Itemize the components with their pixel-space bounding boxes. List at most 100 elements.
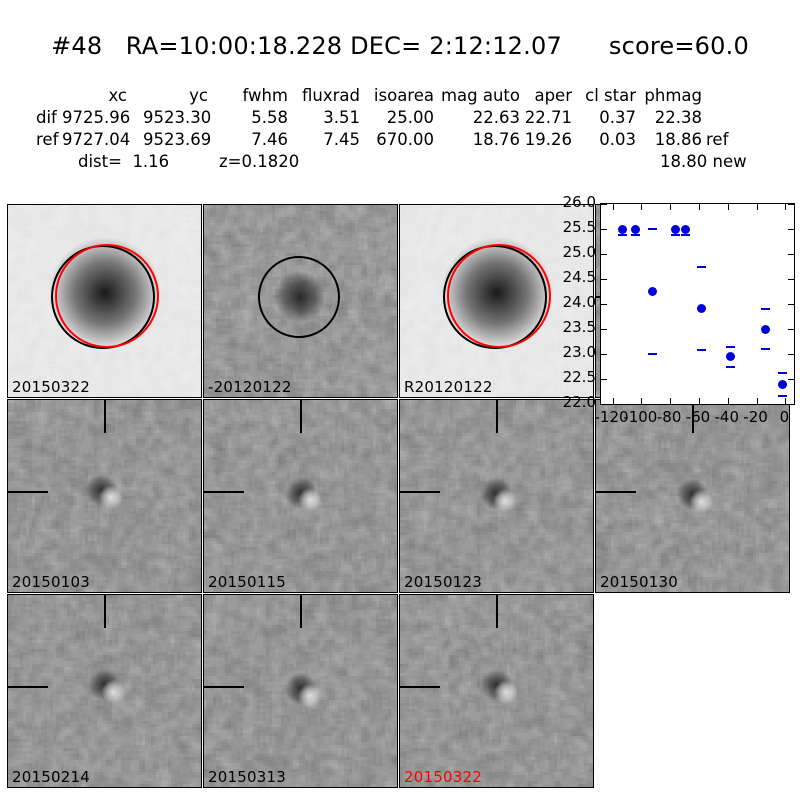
dif-fluxrad: 3.51 xyxy=(323,108,360,127)
cutout-panel-20150322[interactable]: 20150322 xyxy=(399,594,594,788)
cutout-panel-20150214[interactable]: 20150214 xyxy=(7,594,202,788)
dif-mag-auto: 22.63 xyxy=(472,108,520,127)
cutout-panel-20150115[interactable]: 20150115 xyxy=(203,399,398,593)
data-point[interactable] xyxy=(648,287,658,296)
x-axis-tick xyxy=(641,398,643,404)
cutout-date-label: 20150123 xyxy=(404,573,482,591)
cutout-date-label: 20150115 xyxy=(208,573,286,591)
y-axis-tick xyxy=(601,379,607,380)
y-axis-tick xyxy=(788,404,794,405)
dif-aper: 22.71 xyxy=(524,108,572,127)
error-bar-cap xyxy=(648,353,658,355)
cutout-panel-20150123[interactable]: 20150123 xyxy=(399,399,594,593)
data-point[interactable] xyxy=(681,224,691,234)
y-axis-tick xyxy=(601,404,607,405)
col-cl-star: cl star xyxy=(585,86,636,105)
y-axis-tick xyxy=(601,229,607,230)
phmag-new: 18.80 new xyxy=(660,152,747,171)
data-point[interactable] xyxy=(760,324,770,334)
cutout-date-label: R20120122 xyxy=(404,378,493,396)
page-title: #48 RA=10:00:18.228 DEC= 2:12:12.07 scor… xyxy=(51,32,749,60)
dif-isoarea: 25.00 xyxy=(386,108,434,127)
aperture-circle-black xyxy=(258,256,340,338)
y-axis-tick xyxy=(788,279,794,280)
row-label-ref: ref xyxy=(36,130,59,149)
data-point[interactable] xyxy=(697,303,707,313)
cutout-panel-20150103[interactable]: 20150103 xyxy=(7,399,202,593)
error-bar-cap xyxy=(760,308,770,310)
ref-isoarea: 670.00 xyxy=(376,130,434,149)
data-point[interactable] xyxy=(671,224,681,234)
y-axis-tick xyxy=(788,204,794,205)
col-phmag: phmag xyxy=(644,86,702,105)
col-isoarea: isoarea xyxy=(373,86,434,105)
dif-yc: 9523.30 xyxy=(143,108,212,127)
error-bar-cap xyxy=(777,394,787,397)
y-axis-tick xyxy=(788,354,794,355)
data-point[interactable] xyxy=(631,224,641,234)
ref-phmag: 18.86 xyxy=(654,130,702,149)
x-axis-tick xyxy=(785,398,787,404)
x-axis-tick xyxy=(756,398,758,404)
cutout-panel-20150322[interactable]: 20150322 xyxy=(7,204,202,398)
ref-cl-star: 0.03 xyxy=(599,130,636,149)
aperture-circle-red xyxy=(55,244,159,348)
cutout-date-label: 20150322 xyxy=(404,768,482,786)
col-mag-auto: mag auto xyxy=(440,86,520,105)
crosshair-tick-horizontal xyxy=(596,491,636,493)
crosshair-tick-horizontal xyxy=(204,686,244,688)
cutout-panel-20120122[interactable]: -20120122 xyxy=(203,204,398,398)
ref-fwhm: 7.46 xyxy=(251,130,288,149)
crosshair-tick-horizontal xyxy=(204,491,244,493)
x-axis-tick xyxy=(727,204,729,210)
col-fluxrad: fluxrad xyxy=(302,86,360,105)
error-bar-cap xyxy=(760,348,770,350)
cutout-panel-R20120122[interactable]: R20120122 xyxy=(399,204,594,398)
error-bar-cap xyxy=(697,348,707,351)
table-header-row: xc yc fwhm fluxrad isoarea mag auto aper… xyxy=(0,86,800,108)
light-curve-canvas xyxy=(601,204,794,405)
y-axis-tick xyxy=(601,304,607,305)
redshift-value: z=0.1820 xyxy=(219,152,300,171)
error-bar-cap xyxy=(697,265,707,268)
cutout-panel-20150313[interactable]: 20150313 xyxy=(203,594,398,788)
ref-fluxrad: 7.45 xyxy=(323,130,360,149)
error-bar-cap xyxy=(777,371,787,374)
data-point[interactable] xyxy=(726,352,736,361)
y-axis-tick xyxy=(601,279,607,280)
upper-limit-cap xyxy=(671,234,681,236)
error-bar-cap xyxy=(648,228,658,230)
cutout-date-label: 20150130 xyxy=(600,573,678,591)
cutout-date-label: 20150214 xyxy=(12,768,90,786)
dif-xc: 9725.96 xyxy=(62,108,131,127)
data-point[interactable] xyxy=(777,379,787,389)
error-bar-cap xyxy=(726,365,736,368)
x-axis-tick xyxy=(727,398,729,404)
y-axis-tick xyxy=(601,254,607,255)
y-axis-tick xyxy=(601,354,607,355)
row-label-dif: dif xyxy=(36,108,57,127)
cutout-panel-20150130[interactable]: 20150130 xyxy=(595,399,790,593)
light-curve-plot[interactable] xyxy=(600,203,795,405)
ref-mag-auto: 18.76 xyxy=(472,130,520,149)
ref-aper: 19.26 xyxy=(524,130,572,149)
col-fwhm: fwhm xyxy=(242,86,288,105)
ref-xc: 9727.04 xyxy=(62,130,131,149)
cutout-date-label: 20150103 xyxy=(12,573,90,591)
table-row: ref 9727.04 9523.69 7.46 7.45 670.00 18.… xyxy=(0,130,800,152)
col-xc: xc xyxy=(108,86,127,105)
y-axis-tick xyxy=(788,229,794,230)
crosshair-tick-vertical xyxy=(300,400,302,433)
col-aper: aper xyxy=(534,86,572,105)
table-footer-row: dist= 1.16 z=0.1820 18.80 new xyxy=(0,152,800,174)
aperture-circle-red xyxy=(447,244,551,348)
col-yc: yc xyxy=(189,86,208,105)
x-axis-tick xyxy=(670,204,672,210)
data-point[interactable] xyxy=(618,224,628,234)
error-bar-cap xyxy=(726,345,736,348)
y-axis-tick xyxy=(601,329,607,330)
y-axis-tick xyxy=(601,204,607,205)
header-block: #48 RA=10:00:18.228 DEC= 2:12:12.07 scor… xyxy=(0,0,800,195)
x-axis-tick xyxy=(670,398,672,404)
x-axis-tick xyxy=(612,398,614,404)
